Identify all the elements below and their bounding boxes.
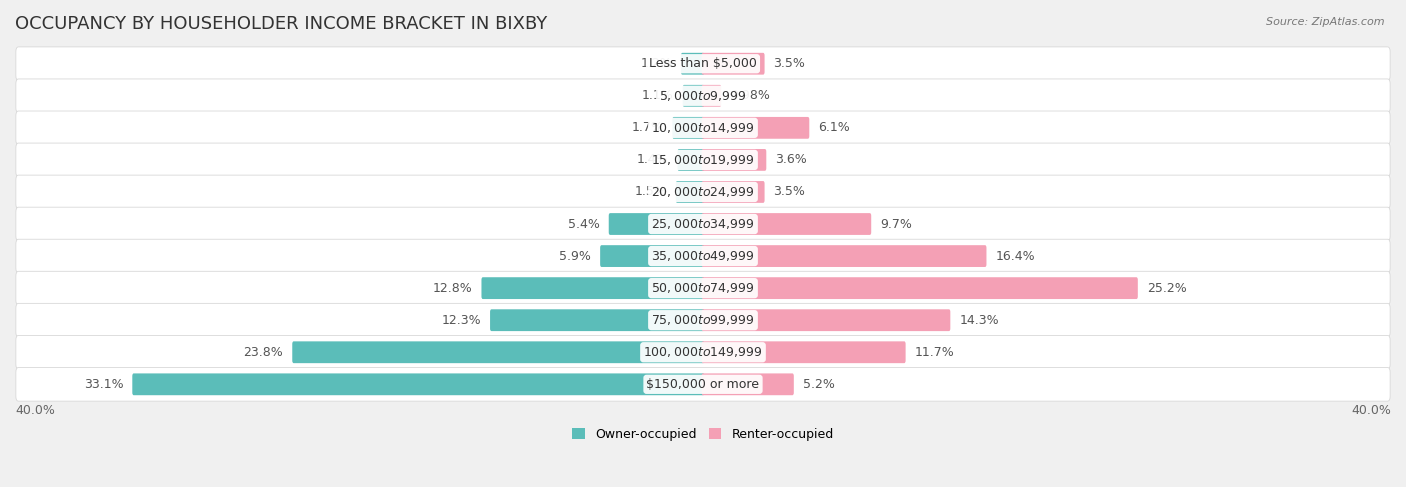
Text: 23.8%: 23.8% [243,346,284,359]
Text: 3.5%: 3.5% [773,57,806,70]
Text: 3.6%: 3.6% [775,153,807,167]
FancyBboxPatch shape [702,213,872,235]
FancyBboxPatch shape [15,143,1391,177]
Text: Source: ZipAtlas.com: Source: ZipAtlas.com [1267,17,1385,27]
FancyBboxPatch shape [678,149,704,171]
FancyBboxPatch shape [672,117,704,139]
Text: 1.7%: 1.7% [631,121,664,134]
FancyBboxPatch shape [702,277,1137,299]
Text: Less than $5,000: Less than $5,000 [650,57,756,70]
FancyBboxPatch shape [702,117,810,139]
Text: 1.2%: 1.2% [640,57,672,70]
FancyBboxPatch shape [600,245,704,267]
FancyBboxPatch shape [609,213,704,235]
FancyBboxPatch shape [15,368,1391,401]
Text: 5.2%: 5.2% [803,378,835,391]
FancyBboxPatch shape [15,336,1391,369]
FancyBboxPatch shape [132,374,704,395]
FancyBboxPatch shape [491,309,704,331]
FancyBboxPatch shape [15,207,1391,241]
Text: $75,000 to $99,999: $75,000 to $99,999 [651,313,755,327]
FancyBboxPatch shape [702,245,987,267]
FancyBboxPatch shape [15,111,1391,145]
FancyBboxPatch shape [15,271,1391,305]
Text: 1.5%: 1.5% [636,186,666,199]
Text: 6.1%: 6.1% [818,121,851,134]
Text: $10,000 to $14,999: $10,000 to $14,999 [651,121,755,135]
Text: $5,000 to $9,999: $5,000 to $9,999 [659,89,747,103]
Text: $15,000 to $19,999: $15,000 to $19,999 [651,153,755,167]
FancyBboxPatch shape [702,341,905,363]
FancyBboxPatch shape [702,309,950,331]
Text: $50,000 to $74,999: $50,000 to $74,999 [651,281,755,295]
Text: 12.3%: 12.3% [441,314,481,327]
FancyBboxPatch shape [15,303,1391,337]
Text: 9.7%: 9.7% [880,218,912,230]
FancyBboxPatch shape [292,341,704,363]
FancyBboxPatch shape [481,277,704,299]
FancyBboxPatch shape [702,181,765,203]
Text: $35,000 to $49,999: $35,000 to $49,999 [651,249,755,263]
Text: 33.1%: 33.1% [84,378,124,391]
FancyBboxPatch shape [15,47,1391,80]
Text: 25.2%: 25.2% [1147,281,1187,295]
FancyBboxPatch shape [702,149,766,171]
Text: 40.0%: 40.0% [1351,404,1391,417]
Text: $25,000 to $34,999: $25,000 to $34,999 [651,217,755,231]
FancyBboxPatch shape [683,85,704,107]
Text: 0.98%: 0.98% [730,89,770,102]
Text: 5.4%: 5.4% [568,218,600,230]
Text: 40.0%: 40.0% [15,404,55,417]
Text: 16.4%: 16.4% [995,249,1035,262]
Text: $100,000 to $149,999: $100,000 to $149,999 [644,345,762,359]
Text: 14.3%: 14.3% [959,314,998,327]
FancyBboxPatch shape [15,175,1391,209]
Text: OCCUPANCY BY HOUSEHOLDER INCOME BRACKET IN BIXBY: OCCUPANCY BY HOUSEHOLDER INCOME BRACKET … [15,15,547,33]
Text: 12.8%: 12.8% [433,281,472,295]
FancyBboxPatch shape [15,79,1391,112]
FancyBboxPatch shape [676,181,704,203]
FancyBboxPatch shape [702,53,765,75]
Text: 11.7%: 11.7% [914,346,955,359]
Legend: Owner-occupied, Renter-occupied: Owner-occupied, Renter-occupied [568,423,838,446]
Text: 3.5%: 3.5% [773,186,806,199]
Text: $150,000 or more: $150,000 or more [647,378,759,391]
Text: 5.9%: 5.9% [560,249,591,262]
Text: $20,000 to $24,999: $20,000 to $24,999 [651,185,755,199]
FancyBboxPatch shape [15,239,1391,273]
Text: 1.4%: 1.4% [637,153,669,167]
Text: 1.1%: 1.1% [643,89,673,102]
FancyBboxPatch shape [681,53,704,75]
FancyBboxPatch shape [702,85,721,107]
FancyBboxPatch shape [702,374,794,395]
